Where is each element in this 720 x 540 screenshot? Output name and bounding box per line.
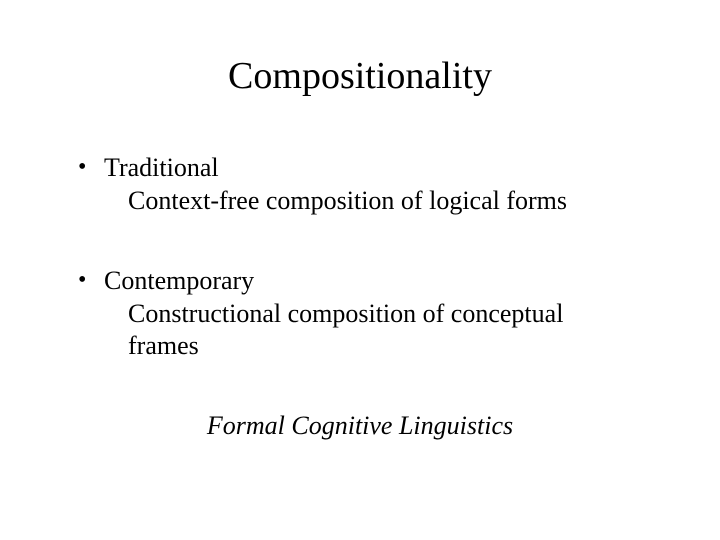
bullet-head: Traditional: [104, 153, 219, 182]
bullet-sub: Constructional composition of conceptual…: [104, 298, 660, 363]
bullet-list: Traditional Context-free composition of …: [60, 152, 660, 363]
bullet-head: Contemporary: [104, 266, 254, 295]
slide: Compositionality Traditional Context-fre…: [0, 0, 720, 540]
bullet-item: Contemporary Constructional composition …: [78, 265, 660, 363]
bullet-item: Traditional Context-free composition of …: [78, 152, 660, 217]
footer-text: Formal Cognitive Linguistics: [60, 411, 660, 441]
slide-title: Compositionality: [60, 54, 660, 98]
bullet-sub: Context-free composition of logical form…: [104, 185, 660, 218]
